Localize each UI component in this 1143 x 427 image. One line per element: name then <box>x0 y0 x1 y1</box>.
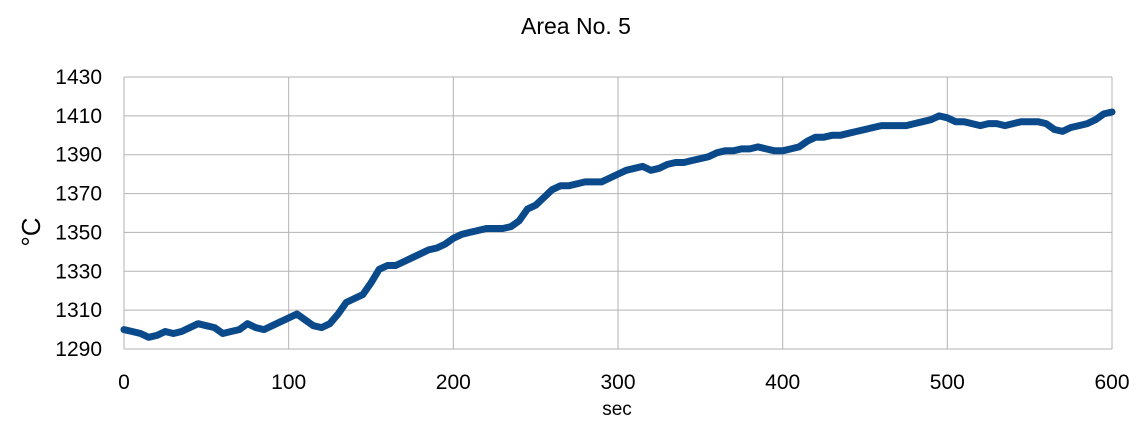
y-axis-label: °C <box>16 217 46 246</box>
y-tick-label: 1350 <box>55 221 102 244</box>
y-tick-label: 1370 <box>55 183 102 206</box>
x-tick-label: 0 <box>118 371 130 394</box>
y-tick-label: 1430 <box>55 66 102 89</box>
series-group <box>120 108 1116 341</box>
x-tick-label: 500 <box>930 371 965 394</box>
x-axis-label: sec <box>602 399 632 420</box>
x-tick-label: 600 <box>1094 371 1129 394</box>
x-tick-label: 400 <box>765 371 800 394</box>
y-tick-label: 1410 <box>55 105 102 128</box>
x-tick-label: 300 <box>600 371 635 394</box>
y-tick-label: 1330 <box>55 260 102 283</box>
chart-title: Area No. 5 <box>521 13 631 39</box>
x-tick-label: 100 <box>271 371 306 394</box>
y-tick-label: 1290 <box>55 338 102 361</box>
x-axis-ticks: 0 100 200 300 400 500 600 <box>118 371 1129 394</box>
y-axis-ticks: 1290 1310 1330 1350 1370 1390 1410 1430 <box>55 66 102 361</box>
x-tick-label: 200 <box>436 371 471 394</box>
series-line <box>120 108 1116 341</box>
y-tick-label: 1310 <box>55 299 102 322</box>
grid <box>123 76 1113 350</box>
y-tick-label: 1390 <box>55 144 102 167</box>
